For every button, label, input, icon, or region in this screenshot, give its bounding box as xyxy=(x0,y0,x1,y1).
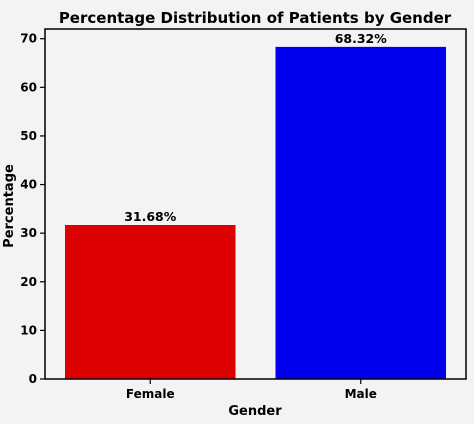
y-tick-label: 10 xyxy=(20,323,37,337)
x-axis-label: Gender xyxy=(228,404,282,419)
chart-title: Percentage Distribution of Patients by G… xyxy=(59,9,452,27)
y-tick-label: 50 xyxy=(20,129,37,143)
data-label-female: 31.68% xyxy=(124,209,177,224)
y-tick-label: 60 xyxy=(20,80,37,94)
plot-frame xyxy=(44,28,467,380)
bar-female xyxy=(64,225,236,379)
y-tick-label: 30 xyxy=(20,226,37,240)
x-tick-label: Male xyxy=(345,387,377,401)
y-tick-label: 20 xyxy=(20,275,37,289)
data-label-male: 68.32% xyxy=(335,31,388,46)
bars: 31.68% 68.32% xyxy=(64,31,447,380)
y-axis-label: Percentage xyxy=(2,164,17,248)
bar-male xyxy=(275,46,447,380)
x-tick-label: Female xyxy=(126,387,175,401)
y-tick-label: 0 xyxy=(29,372,37,386)
y-axis-ticks: 0 10 20 30 40 50 60 70 xyxy=(20,32,45,386)
y-tick-label: 70 xyxy=(20,32,37,46)
y-tick-label: 40 xyxy=(20,178,37,192)
x-axis-ticks: Female Male xyxy=(126,379,377,401)
